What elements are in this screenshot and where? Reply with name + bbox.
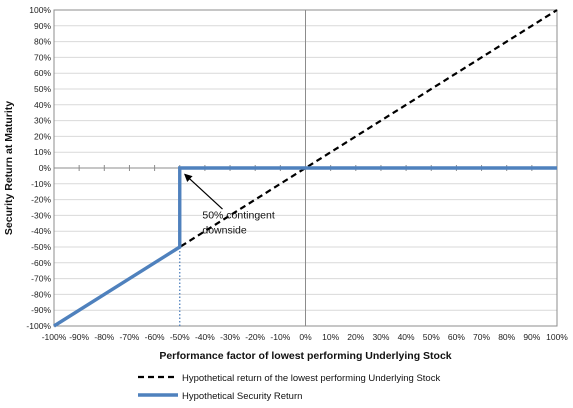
annotation-arrow [184,173,223,210]
legend-label-stock: Hypothetical return of the lowest perfor… [182,373,440,384]
x-tick-label: 70% [473,332,490,342]
x-tick-label: -20% [245,332,265,342]
x-tick-label: -80% [94,332,114,342]
annotation-text: 50% contingent [202,209,274,221]
y-tick-label: -80% [31,289,51,299]
x-tick-label: -90% [69,332,89,342]
x-tick-label: -60% [145,332,165,342]
y-tick-label: -50% [31,242,51,252]
y-tick-label: 40% [34,100,51,110]
annotation: 50% contingent downside [184,173,275,236]
y-tick-label: 70% [34,52,51,62]
y-tick-label: 90% [34,21,51,31]
y-tick-label: -20% [31,195,51,205]
y-tick-label: -40% [31,226,51,236]
y-tick-label: -10% [31,179,51,189]
y-tick-label: 10% [34,147,51,157]
x-tick-label: 80% [498,332,515,342]
y-tick-labels: 100% 90% 80% 70% 60% 50% 40% 30% 20% 10% 0% -10% -20… [26,5,51,331]
x-tick-label: -40% [195,332,215,342]
legend: Hypothetical return of the lowest perfor… [138,373,440,402]
y-tick-label: -30% [31,210,51,220]
x-tick-label: 10% [322,332,339,342]
x-tick-label: 0% [299,332,312,342]
y-tick-label: 60% [34,68,51,78]
x-tick-label: -70% [120,332,140,342]
x-tick-label: 30% [372,332,389,342]
x-tick-label: -100% [42,332,67,342]
y-tick-label: 50% [34,84,51,94]
series-line-security [53,166,557,328]
x-tick-label: 40% [398,332,415,342]
y-tick-label: 80% [34,37,51,47]
y-tick-label: -60% [31,258,51,268]
y-axis-title: Security Return at Maturity [3,101,15,235]
x-tick-label: 100% [546,332,568,342]
x-tick-label: 20% [347,332,364,342]
legend-label-security: Hypothetical Security Return [182,391,302,402]
y-tick-label: -100% [26,321,51,331]
y-tick-label: -70% [31,274,51,284]
x-tick-label: -30% [220,332,240,342]
x-tick-label: 50% [423,332,440,342]
y-tick-label: 0% [39,163,52,173]
x-axis-title: Performance factor of lowest performing … [159,350,451,362]
x-tick-label: -50% [170,332,190,342]
x-tick-label: 60% [448,332,465,342]
annotation-text: downside [202,224,247,236]
x-tick-label: -10% [270,332,290,342]
y-tick-label: 30% [34,116,51,126]
x-tick-label: 90% [523,332,540,342]
x-tick-labels: -100% -90% -80% -70% -60% -50% -40% -30% -20% -10… [42,332,569,342]
y-tick-label: 100% [29,5,51,15]
series [53,9,558,328]
series-line-stock [53,9,558,327]
y-tick-label: 20% [34,131,51,141]
y-tick-label: -90% [31,305,51,315]
